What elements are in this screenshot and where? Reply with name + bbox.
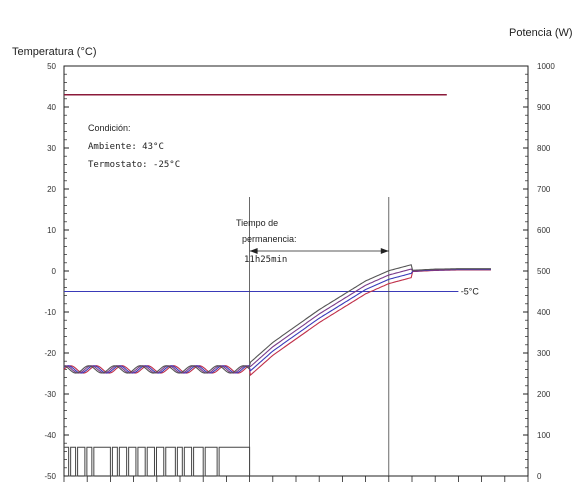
- right-tick-label: 1000: [537, 62, 555, 71]
- right-tick-label: 400: [537, 308, 551, 317]
- dwell-label-1: Tiempo de: [236, 218, 278, 228]
- right-tick-label: 600: [537, 226, 551, 235]
- condition-title: Condición:: [88, 123, 131, 133]
- temperature-curve-line: [63, 269, 491, 374]
- temperature-curve-line: [63, 269, 491, 377]
- left-tick-label: 20: [47, 185, 56, 194]
- right-tick-label: 700: [537, 185, 551, 194]
- dwell-label-3: 11h25min: [244, 255, 287, 265]
- plot-frame: [63, 65, 529, 477]
- left-tick-label: 10: [47, 226, 56, 235]
- left-tick-label: 50: [47, 62, 56, 71]
- temperature-curves: [63, 264, 491, 377]
- right-tick-label: 0: [537, 472, 542, 481]
- right-tick-label: 100: [537, 431, 551, 440]
- left-tick-label: -50: [44, 472, 56, 481]
- temperature-curve-line: [63, 268, 491, 374]
- condition-thermostat: Termostato: -25°C: [88, 160, 180, 170]
- reference-line-label: -5°C: [461, 287, 480, 297]
- left-tick-label: -30: [44, 390, 56, 399]
- left-tick-label: -20: [44, 349, 56, 358]
- left-tick-label: 30: [47, 144, 56, 153]
- right-tick-label: 800: [537, 144, 551, 153]
- right-tick-label: 300: [537, 349, 551, 358]
- temperature-curve-line: [63, 264, 491, 374]
- dwell-label-2: permanencia:: [242, 234, 297, 244]
- dwell-arrow-left-head: [249, 248, 258, 254]
- x-axis-ticks: [63, 476, 529, 482]
- power-trace: [64, 446, 251, 477]
- right-tick-label: 900: [537, 103, 551, 112]
- left-axis-ticks: 50 40 30 20 10 0 -10 -20 -30 -40 -50: [44, 62, 69, 481]
- left-tick-label: -10: [44, 308, 56, 317]
- left-tick-label: 0: [52, 267, 57, 276]
- left-tick-label: 40: [47, 103, 56, 112]
- dwell-arrow-right-head: [380, 248, 389, 254]
- right-tick-label: 500: [537, 267, 551, 276]
- right-axis-title: Potencia (W): [509, 27, 573, 39]
- right-tick-label: 200: [537, 390, 551, 399]
- left-tick-label: -40: [44, 431, 56, 440]
- condition-ambient: Ambiente: 43°C: [88, 142, 164, 152]
- left-axis-title: Temperatura (°C): [12, 46, 96, 58]
